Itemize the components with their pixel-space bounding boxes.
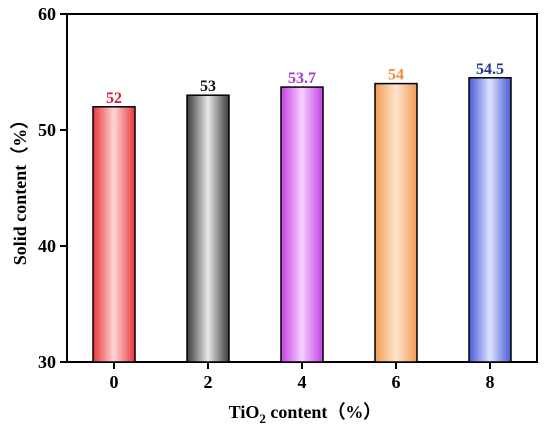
- data-labels-layer: 52 53 53.7 54 54.5: [106, 61, 504, 107]
- data-label-2: 53: [200, 78, 216, 95]
- y-tick-label: 50: [38, 120, 56, 140]
- x-tick-label: 4: [298, 372, 307, 392]
- data-label-0: 52: [106, 90, 122, 107]
- bar-8: [468, 77, 512, 363]
- x-axis-title-subscript: 2: [259, 411, 266, 426]
- bar-0: [92, 106, 136, 363]
- bar-2: [186, 94, 230, 363]
- x-tick-label: 6: [392, 372, 401, 392]
- data-label-4: 53.7: [288, 70, 316, 87]
- y-tick-label: 30: [38, 352, 56, 372]
- y-tick-label: 60: [38, 4, 56, 24]
- data-label-6: 54: [388, 67, 404, 84]
- x-axis-title: TiO2 content（%）: [229, 402, 382, 426]
- x-tick-label: 2: [204, 372, 213, 392]
- bars-layer: [92, 77, 512, 363]
- x-axis-title-prefix: TiO: [229, 402, 260, 422]
- x-tick-label: 0: [110, 372, 119, 392]
- bar-4: [280, 86, 324, 363]
- data-label-8: 54.5: [476, 61, 504, 78]
- bar-6: [374, 82, 418, 363]
- x-axis-title-suffix: content（%）: [266, 402, 382, 422]
- y-tick-label: 40: [38, 236, 56, 256]
- y-axis-title: Solid content（%）: [10, 111, 30, 266]
- x-tick-label: 8: [486, 372, 495, 392]
- x-axis: 0 2 4 6 8: [110, 362, 495, 392]
- y-axis: 30 40 50 60: [38, 4, 67, 372]
